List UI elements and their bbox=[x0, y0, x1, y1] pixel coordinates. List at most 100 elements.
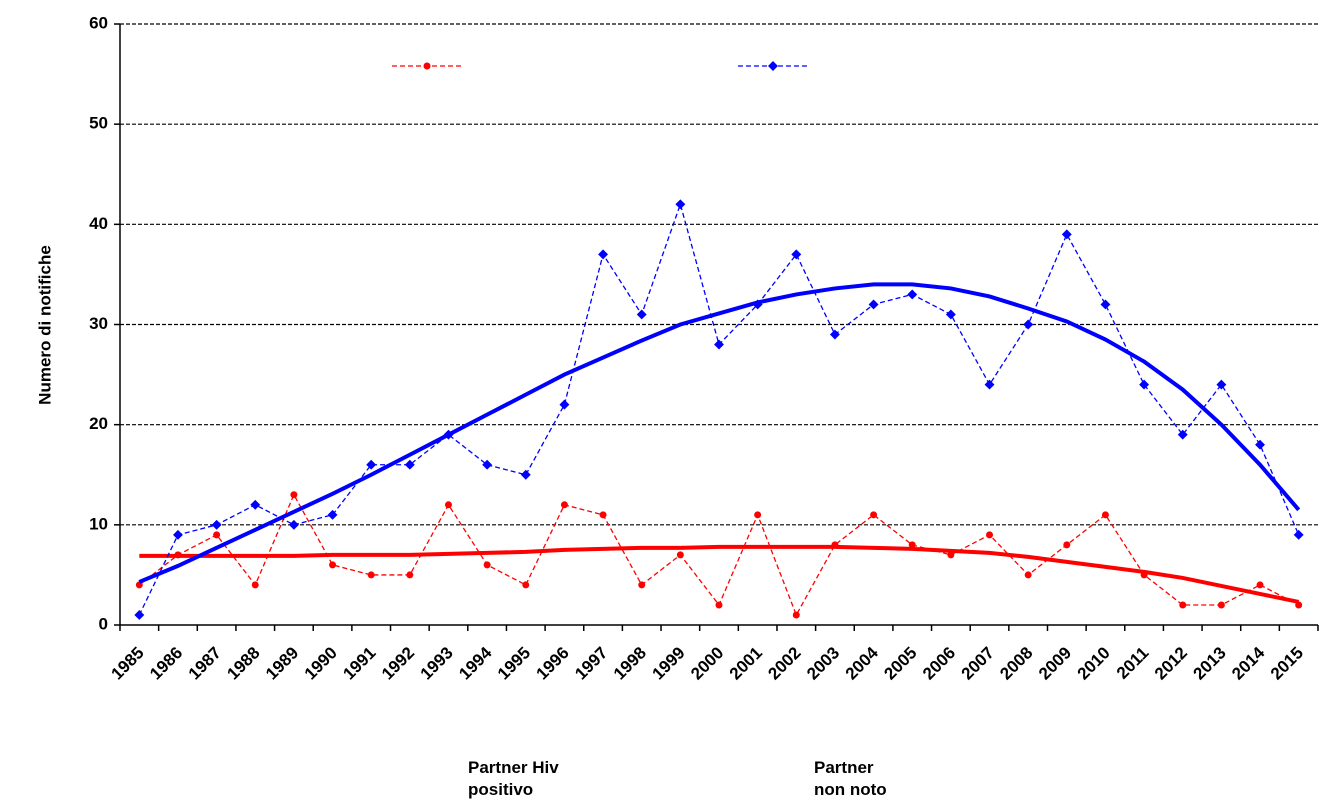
x-tick-label: 2012 bbox=[1151, 643, 1191, 683]
x-tick-label: 2014 bbox=[1228, 643, 1269, 684]
x-tick-label: 1994 bbox=[455, 643, 496, 684]
legend-label: Partner non noto bbox=[814, 758, 887, 799]
point bbox=[366, 459, 377, 470]
point bbox=[174, 551, 182, 559]
point bbox=[520, 469, 531, 480]
x-tick-label: 2006 bbox=[919, 643, 959, 683]
x-tick-label: 2009 bbox=[1035, 643, 1075, 683]
y-tick-label: 50 bbox=[89, 114, 108, 133]
legend-marker bbox=[768, 61, 778, 71]
x-tick-label: 1992 bbox=[378, 643, 418, 683]
point bbox=[715, 601, 723, 609]
point bbox=[404, 459, 415, 470]
point bbox=[559, 399, 570, 410]
x-tick-label: 1995 bbox=[494, 643, 534, 683]
x-tick-label: 2013 bbox=[1190, 643, 1230, 683]
x-tick-label: 2002 bbox=[764, 643, 804, 683]
x-tick-label: 2007 bbox=[958, 643, 998, 683]
point bbox=[211, 519, 222, 530]
x-tick-label: 2008 bbox=[996, 643, 1036, 683]
x-tick-label: 2000 bbox=[687, 643, 727, 683]
point bbox=[406, 571, 414, 579]
x-tick-label: 1985 bbox=[107, 643, 147, 683]
point bbox=[288, 519, 299, 530]
point bbox=[1293, 529, 1304, 540]
point bbox=[134, 610, 145, 620]
x-tick-label: 2015 bbox=[1267, 643, 1307, 683]
point bbox=[792, 611, 800, 619]
point bbox=[752, 299, 763, 310]
trend-line bbox=[138, 282, 1301, 584]
point bbox=[1216, 379, 1227, 390]
x-tick-label: 2011 bbox=[1113, 643, 1153, 683]
x-tick-label: 2004 bbox=[842, 643, 883, 684]
point bbox=[173, 529, 183, 540]
x-tick-label: 1999 bbox=[649, 643, 689, 683]
point bbox=[1256, 581, 1264, 589]
x-tick-label: 1988 bbox=[223, 643, 263, 683]
x-tick-label: 1987 bbox=[185, 643, 225, 683]
point bbox=[1024, 571, 1032, 579]
x-tick-label: 1998 bbox=[610, 643, 650, 683]
y-tick-label: 0 bbox=[99, 614, 108, 633]
point bbox=[444, 501, 452, 509]
chart: Numero di notifiche 01020304050601985198… bbox=[35, 13, 1319, 684]
x-tick-label: 2003 bbox=[803, 643, 843, 683]
y-tick-label: 40 bbox=[89, 214, 108, 233]
point bbox=[1139, 379, 1150, 390]
point bbox=[1140, 571, 1148, 579]
point bbox=[868, 299, 879, 310]
point bbox=[908, 541, 916, 549]
y-tick-label: 60 bbox=[89, 13, 108, 32]
point bbox=[791, 249, 802, 260]
x-tick-label: 1997 bbox=[571, 643, 611, 683]
x-tick-label: 1991 bbox=[339, 643, 379, 683]
y-axis-label: Numero di notifiche bbox=[35, 245, 54, 405]
legend-marker bbox=[423, 62, 431, 70]
x-tick-label: 1996 bbox=[533, 643, 573, 683]
point bbox=[1100, 299, 1111, 310]
point bbox=[213, 531, 221, 539]
point bbox=[1061, 229, 1072, 240]
point bbox=[831, 541, 839, 549]
point bbox=[754, 511, 762, 519]
point bbox=[636, 309, 647, 320]
point bbox=[945, 309, 956, 320]
point bbox=[638, 581, 646, 589]
point bbox=[598, 249, 609, 260]
x-tick-label: 1993 bbox=[417, 643, 457, 683]
point bbox=[1255, 439, 1265, 450]
point bbox=[1295, 601, 1303, 609]
y-tick-label: 10 bbox=[89, 514, 108, 533]
point bbox=[1179, 601, 1187, 609]
point bbox=[1023, 319, 1034, 330]
point bbox=[290, 491, 298, 499]
point bbox=[599, 511, 607, 519]
point bbox=[443, 429, 454, 440]
point bbox=[522, 581, 530, 589]
point bbox=[367, 571, 375, 579]
x-tick-label: 1986 bbox=[146, 643, 186, 683]
point bbox=[870, 511, 878, 519]
point bbox=[1063, 541, 1071, 549]
point bbox=[984, 379, 995, 390]
point bbox=[947, 551, 955, 559]
point bbox=[676, 551, 684, 559]
point bbox=[675, 199, 686, 210]
point bbox=[986, 531, 994, 539]
point bbox=[714, 339, 724, 350]
point bbox=[1217, 601, 1225, 609]
trend-line bbox=[139, 544, 1300, 604]
y-tick-label: 20 bbox=[89, 414, 108, 433]
point bbox=[1177, 429, 1188, 440]
x-tick-label: 1989 bbox=[262, 643, 302, 683]
point bbox=[829, 329, 840, 340]
x-tick-label: 2010 bbox=[1074, 643, 1114, 683]
x-tick-label: 1990 bbox=[301, 643, 341, 683]
point bbox=[250, 499, 261, 510]
point bbox=[907, 289, 918, 300]
y-tick-label: 30 bbox=[89, 314, 108, 333]
chart-container: Numero di notifiche 0 10 20 30 40 50 60 1985 198… bbox=[35, 13, 1319, 799]
point bbox=[483, 561, 491, 569]
x-tick-label: 2001 bbox=[726, 643, 766, 683]
